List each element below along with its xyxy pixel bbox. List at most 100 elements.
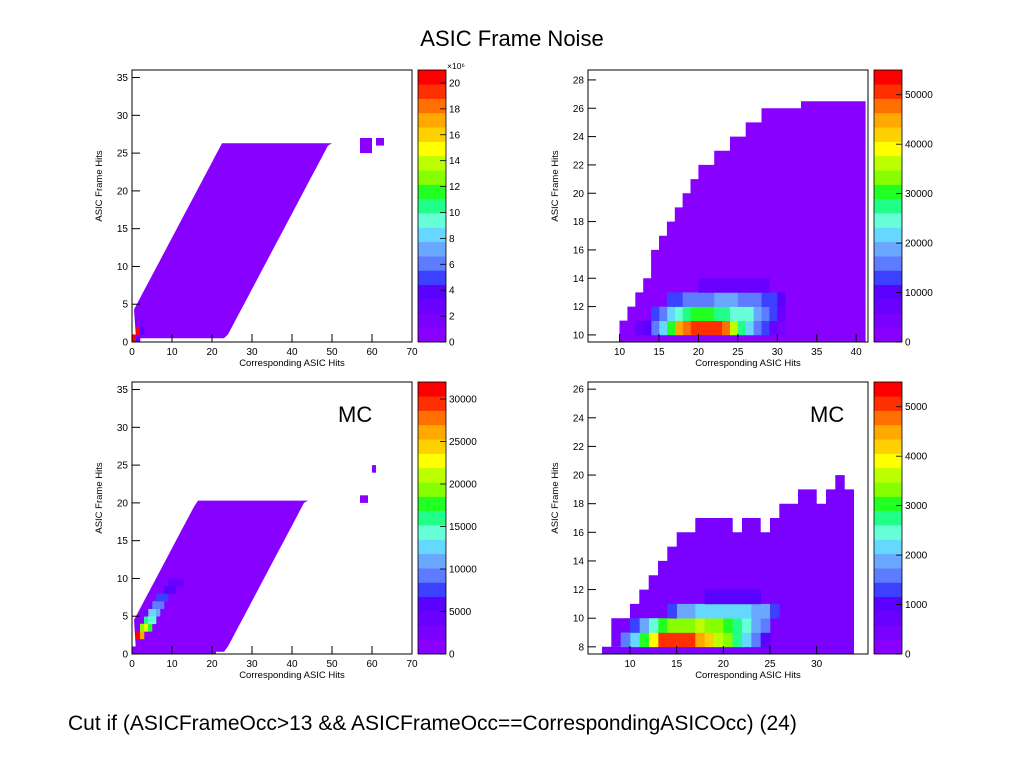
bin-35 <box>723 603 733 619</box>
bin-0 <box>136 631 141 640</box>
bin-26 <box>729 306 739 322</box>
colorbar-band-10 <box>418 496 446 512</box>
colorbar-band-2 <box>874 299 902 314</box>
bin-11 <box>745 320 754 336</box>
x-axis-label: Corresponding ASIC Hits <box>695 358 801 369</box>
x-tick-label-2: 20 <box>206 659 218 670</box>
bin-9 <box>152 608 157 617</box>
y-tick-label-9: 26 <box>573 385 585 396</box>
colorbar-frame <box>873 69 903 343</box>
colorbar-band-16 <box>418 410 446 426</box>
bin-5 <box>144 616 149 625</box>
bin-22 <box>698 306 707 322</box>
colorbar-band-7 <box>418 539 446 555</box>
colorbar-tick-label-0: 0 <box>449 338 455 349</box>
bin-55 <box>729 278 739 293</box>
colorbar-band-15 <box>418 424 446 440</box>
heatmap-data-2: 10 15 20 25 30 35 40 10 12 14 16 18 20 22 24 26 28 Corres… <box>550 69 933 369</box>
x-tick-label-6: 60 <box>366 659 378 670</box>
colorbar-tick-label-1: 1000 <box>905 600 928 611</box>
bin-28 <box>745 306 754 322</box>
bin-34 <box>769 306 778 322</box>
y-tick-label-7: 35 <box>117 385 129 396</box>
bin-56 <box>737 278 747 293</box>
bin-5 <box>648 632 659 648</box>
y-tick-label-4: 20 <box>117 186 129 197</box>
x-tick-label-0: 0 <box>129 347 135 358</box>
mc-label-left: MC <box>338 402 373 427</box>
bin-28 <box>751 618 761 633</box>
bin-0 <box>698 320 707 336</box>
colorbar-band-5 <box>418 256 446 271</box>
colorbar-band-10 <box>874 496 902 512</box>
y-tick-label-1: 5 <box>122 300 128 311</box>
x-tick-label-7: 70 <box>406 659 418 670</box>
bin-24 <box>732 618 743 633</box>
bin-5 <box>722 320 731 336</box>
bin-18 <box>676 618 687 633</box>
bin-37 <box>742 603 752 619</box>
bin-19 <box>164 586 169 594</box>
colorbar-band-4 <box>874 582 902 598</box>
bin-38 <box>682 292 691 307</box>
colorbar-tick-label-4: 4000 <box>905 452 928 463</box>
colorbar-tick-label-6: 12 <box>449 182 461 193</box>
y-tick-label-5: 25 <box>117 461 129 472</box>
colorbar: 0 1000 2000 3000 4000 5000 <box>873 381 928 661</box>
bin-6 <box>704 632 715 648</box>
bin-10 <box>658 320 668 336</box>
colorbar-exponent: ×10⁶ <box>447 61 465 71</box>
y-tick-label-7: 35 <box>117 73 129 84</box>
colorbar-tick-label-10: 20 <box>449 78 461 89</box>
colorbar-band-6 <box>874 241 902 257</box>
bin-48 <box>761 292 770 307</box>
y-tick-label-0: 0 <box>122 650 128 661</box>
bin-25 <box>742 618 752 633</box>
y-tick-label-6: 22 <box>573 160 585 171</box>
bin-23 <box>168 578 173 587</box>
colorbar-frame <box>417 69 447 343</box>
bin-6 <box>674 320 683 336</box>
colorbar-band-2 <box>418 299 446 314</box>
bin-46 <box>732 589 743 605</box>
colorbar-band-18 <box>418 382 446 397</box>
bin-43 <box>704 589 715 605</box>
colorbar-band-11 <box>874 482 902 497</box>
colorbar-band-7 <box>874 227 902 243</box>
colorbar-band-3 <box>418 596 446 612</box>
colorbar-band-8 <box>418 525 446 540</box>
bin-47 <box>742 589 752 605</box>
y-tick-label-3: 14 <box>573 556 585 567</box>
bin-41 <box>667 603 677 619</box>
bin-58 <box>753 278 762 293</box>
bin-42 <box>714 292 723 307</box>
bin-8 <box>639 632 649 648</box>
x-tick-label-3: 25 <box>732 347 744 358</box>
plot-frame <box>587 381 869 655</box>
bin-25 <box>722 306 731 322</box>
bin-29 <box>630 618 640 633</box>
bin-48 <box>751 589 761 605</box>
colorbar: 0 2 4 6 8 10 12 14 16 18 20 ×10⁶ <box>417 61 465 349</box>
x-tick-label-2: 20 <box>206 347 218 358</box>
colorbar-frame <box>417 381 447 655</box>
colorbar-tick-label-5: 10 <box>449 208 461 219</box>
bin-11 <box>630 632 640 648</box>
bin-3 <box>690 320 699 336</box>
colorbar-band-1 <box>418 313 446 328</box>
bin-27 <box>737 306 747 322</box>
bin-2 <box>714 320 723 336</box>
x-axis-label: Corresponding ASIC Hits <box>239 670 345 681</box>
colorbar-band-6 <box>874 553 902 569</box>
x-tick-label-5: 50 <box>326 659 338 670</box>
colorbar-band-9 <box>874 198 902 214</box>
bin-16 <box>164 593 169 602</box>
x-tick-label-0: 10 <box>614 347 626 358</box>
bin-17 <box>667 618 677 633</box>
y-tick-label-0: 0 <box>122 338 128 349</box>
heatmap-mc-2: 10 15 20 25 30 8 10 12 14 16 18 20 22 24 26 Correspondi… <box>550 381 928 681</box>
colorbar-band-7 <box>874 539 902 555</box>
bin-3 <box>140 326 145 335</box>
colorbar-band-8 <box>874 213 902 228</box>
bin-53 <box>714 278 723 293</box>
